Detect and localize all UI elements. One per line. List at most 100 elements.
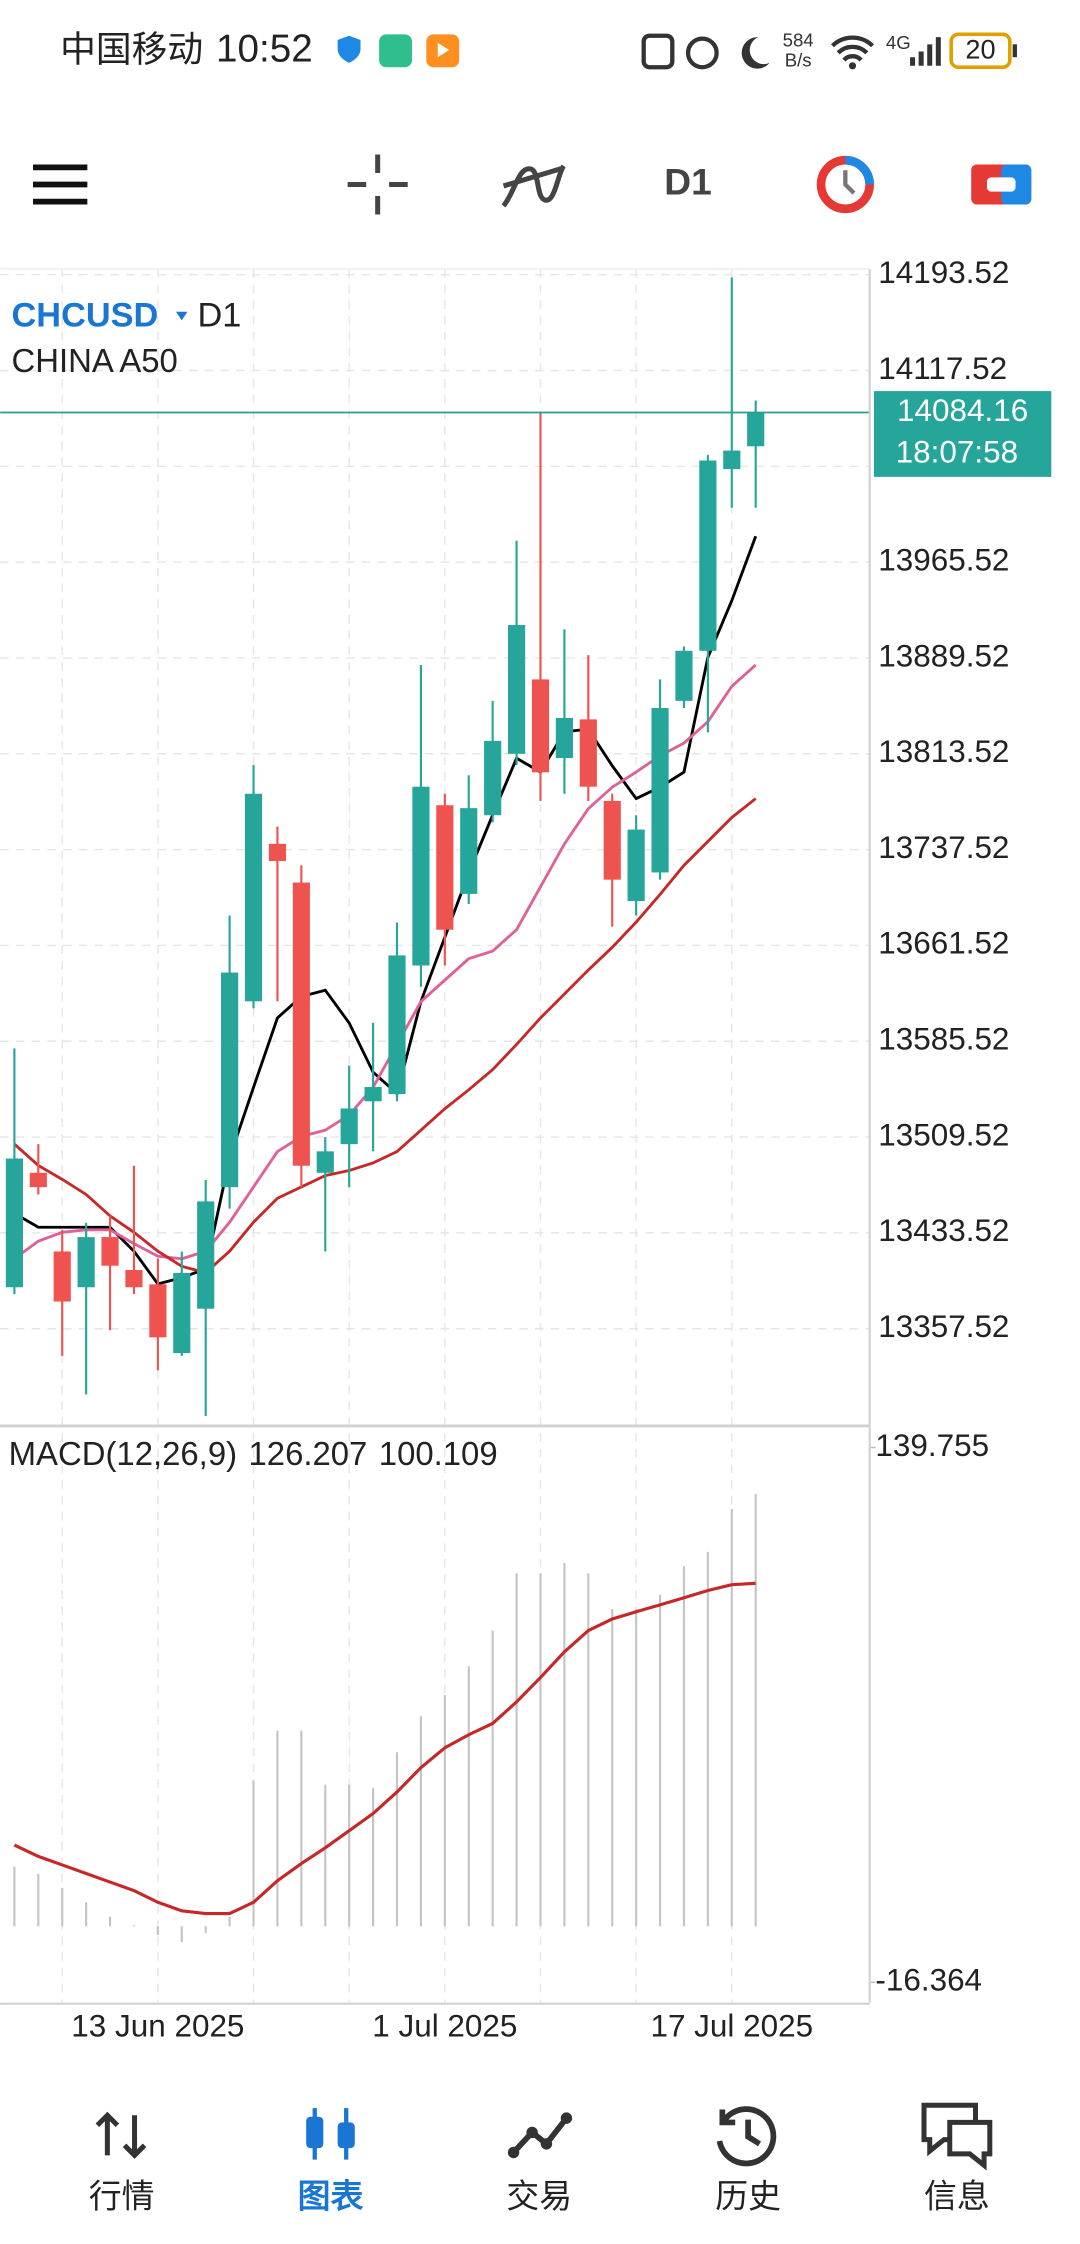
- moving-average: [13, 797, 757, 1275]
- candle-body: [651, 708, 669, 873]
- candle-body: [579, 719, 597, 787]
- candle-body: [555, 717, 573, 759]
- candle-body: [436, 805, 454, 930]
- candle-body: [675, 650, 693, 701]
- trade-icon-dot: [526, 2126, 538, 2139]
- candle-body: [316, 1151, 334, 1173]
- timeframe-button[interactable]: D1: [664, 160, 712, 202]
- candle-body: [412, 786, 430, 966]
- y-tick-label: 13889.52: [878, 638, 1009, 673]
- y-tick-label: 139.755: [875, 1428, 989, 1463]
- bottom-nav: 行情 图表 交易 历史 信息: [0, 2052, 1080, 2244]
- chart-icon-body: [337, 2122, 355, 2149]
- battery-tip: [1012, 44, 1017, 58]
- candle-body: [507, 625, 526, 754]
- trade-glyph: [986, 177, 1016, 192]
- chart-icon-body: [306, 2116, 324, 2149]
- candle-body: [603, 800, 621, 880]
- history-icon: [716, 2106, 777, 2167]
- y-tick-label: -16.364: [875, 1963, 982, 1998]
- battery-level: 20: [965, 34, 995, 65]
- clock-hands: [843, 170, 856, 195]
- signal-line: [13, 1581, 756, 1916]
- nav-label[interactable]: 交易: [506, 2177, 572, 2216]
- nav-label[interactable]: 信息: [924, 2177, 990, 2216]
- nfc-icon: [641, 33, 675, 70]
- trade-icon: [511, 2116, 569, 2155]
- trade-icon-dot: [507, 2146, 520, 2159]
- alarm-icon: [685, 36, 719, 70]
- moving-average: [13, 663, 757, 1261]
- crosshair-button[interactable]: [347, 154, 408, 215]
- x-tick-label: 13 Jun 2025: [71, 2008, 244, 2043]
- y-tick-label: 13661.52: [878, 926, 1009, 961]
- y-tick-label: 14193.52: [878, 255, 1009, 290]
- network-type: 4G: [886, 32, 911, 53]
- candle-body: [29, 1172, 47, 1188]
- current-price: 14084.16: [897, 393, 1028, 428]
- trade-button-half: [1001, 164, 1032, 205]
- y-tick-label: 13433.52: [878, 1213, 1009, 1248]
- macd-label: MACD(12,26,9) 126.207 100.109: [9, 1435, 498, 1472]
- nav-label[interactable]: 图表: [298, 2177, 364, 2216]
- y-tick-label: 13813.52: [878, 734, 1009, 769]
- moon-icon: [741, 37, 770, 69]
- x-tick-label: 17 Jul 2025: [650, 2008, 813, 2043]
- wifi-dot: [848, 62, 857, 70]
- candle-body: [53, 1251, 71, 1302]
- clock: 10:52: [216, 28, 313, 71]
- battery-icon: [949, 32, 1012, 70]
- y-tick-label: 13965.52: [878, 542, 1009, 577]
- wifi-icon: [830, 35, 875, 62]
- candle-body: [627, 829, 645, 902]
- candle-body: [388, 955, 406, 1095]
- symbol-menu-arrow[interactable]: [176, 311, 188, 321]
- candle-body: [723, 450, 741, 470]
- signal-value: 100.109: [379, 1435, 498, 1472]
- clock-arc: [845, 155, 874, 185]
- x-tick-label: 1 Jul 2025: [372, 2008, 517, 2043]
- symbol-description: CHINA A50: [12, 342, 178, 379]
- y-tick-label: 13509.52: [878, 1117, 1009, 1152]
- y-tick-label: 13357.52: [878, 1309, 1009, 1344]
- candle-body: [340, 1108, 358, 1145]
- nav-background: [0, 2052, 1080, 2244]
- nav-label[interactable]: 行情: [89, 2177, 155, 2216]
- symbol[interactable]: CHCUSD: [12, 297, 159, 335]
- candle-body: [244, 793, 263, 1002]
- trade-icon-dot: [560, 2112, 573, 2124]
- candle-body: [531, 679, 550, 773]
- menu-button[interactable]: [32, 164, 88, 205]
- candle-body: [747, 412, 765, 447]
- shield-icon: [337, 35, 361, 63]
- app-icon: [379, 34, 412, 68]
- moving-average: [13, 535, 758, 1286]
- candle-body: [197, 1201, 215, 1309]
- chart-timeframe: D1: [197, 297, 241, 335]
- candle-body: [221, 972, 239, 1188]
- candle-body: [101, 1237, 119, 1266]
- candle-body: [268, 843, 287, 861]
- candle-body: [5, 1158, 23, 1288]
- candle-body: [77, 1237, 95, 1288]
- candle-body: [484, 740, 502, 816]
- countdown: 18:07:58: [896, 434, 1018, 469]
- trade-icon-dot: [540, 2138, 553, 2150]
- status-bar: 中国移动 10:52 584 B/s 4G 20: [60, 28, 1017, 71]
- chart-area: 14193.5214117.5214041.5213965.5213889.52…: [0, 255, 1052, 2043]
- macd-title: MACD(12,26,9): [9, 1435, 237, 1472]
- carrier: 中国移动: [60, 29, 203, 70]
- candle-body: [699, 460, 717, 651]
- nav-label[interactable]: 历史: [715, 2177, 781, 2216]
- messages-icon: [921, 2102, 979, 2157]
- play-glyph: [437, 42, 450, 58]
- y-tick-label: 13585.52: [878, 1022, 1009, 1057]
- net-unit: B/s: [785, 49, 812, 70]
- toolbar: D1: [32, 154, 1032, 215]
- net-speed: 584: [783, 29, 814, 50]
- candle-body: [149, 1284, 167, 1338]
- indicators-button[interactable]: [501, 164, 566, 208]
- candle-body: [364, 1087, 382, 1102]
